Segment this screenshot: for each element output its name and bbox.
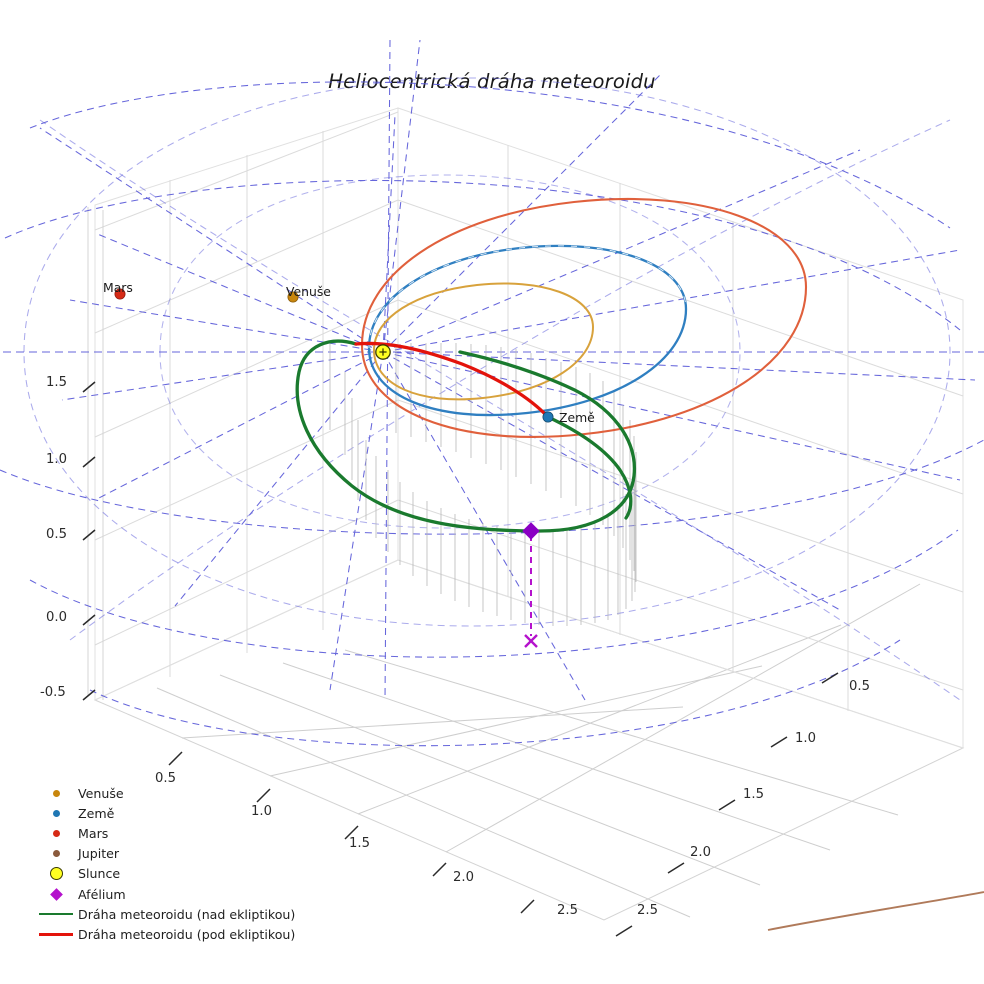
z-tick-1: 1.0 bbox=[46, 452, 67, 467]
x-tick-4: 2.5 bbox=[557, 903, 578, 918]
sun-circle-marker-icon bbox=[34, 867, 78, 881]
x-tick-1: 1.0 bbox=[251, 804, 272, 819]
mars-orbit bbox=[360, 198, 808, 438]
legend-item[interactable]: Venuše bbox=[34, 783, 295, 803]
legend-item[interactable]: Dráha meteoroidu (nad ekliptikou) bbox=[34, 904, 295, 924]
legend-item[interactable]: Dráha meteoroidu (pod ekliptikou) bbox=[34, 924, 295, 944]
x-tick-2: 1.5 bbox=[349, 836, 370, 851]
legend-item[interactable]: Jupiter bbox=[34, 844, 295, 864]
y-tick-1: 1.0 bbox=[795, 731, 816, 746]
earth-label: Země bbox=[559, 410, 595, 425]
jupiter-orbit bbox=[767, 891, 984, 931]
legend-item[interactable]: Mars bbox=[34, 823, 295, 843]
circle-marker-icon bbox=[34, 850, 78, 858]
legend: Venuše Země Mars Jupiter Slunce Afélium Dráha … bbox=[34, 783, 295, 945]
meteoroid-orbit-above-ecliptic-2 bbox=[546, 415, 633, 520]
y-tick-2: 1.5 bbox=[743, 787, 764, 802]
legend-item[interactable]: Slunce bbox=[34, 864, 295, 884]
venus-label: Venuše bbox=[286, 284, 331, 299]
legend-item[interactable]: Afélium bbox=[34, 884, 295, 904]
y-tick-3: 2.0 bbox=[690, 845, 711, 860]
legend-item-label: Dráha meteoroidu (nad ekliptikou) bbox=[78, 906, 296, 922]
legend-item[interactable]: Země bbox=[34, 803, 295, 823]
mars-label: Mars bbox=[103, 280, 133, 295]
circle-marker-icon bbox=[34, 829, 78, 837]
x-tick-0: 0.5 bbox=[155, 771, 176, 786]
legend-item-label: Mars bbox=[78, 825, 109, 841]
diamond-marker-icon bbox=[34, 887, 78, 901]
line-swatch-icon bbox=[34, 913, 78, 916]
legend-item-label: Jupiter bbox=[78, 846, 120, 862]
legend-item-label: Venuše bbox=[78, 785, 124, 801]
aphelion-projection-x-marker bbox=[524, 634, 538, 648]
sun-marker bbox=[375, 344, 391, 360]
venus-marker bbox=[287, 291, 299, 303]
legend-item-label: Afélium bbox=[78, 886, 126, 902]
line-swatch-icon bbox=[34, 933, 78, 936]
aphelion-diamond-marker bbox=[522, 522, 540, 540]
meteoroid-orbit-below-ecliptic bbox=[354, 341, 550, 419]
y-tick-4: 2.5 bbox=[637, 903, 658, 918]
x-tick-3: 2.0 bbox=[453, 870, 474, 885]
meteoroid-orbit-above-ecliptic bbox=[295, 339, 637, 533]
z-tick-3: 0.0 bbox=[46, 610, 67, 625]
z-tick-0: 1.5 bbox=[46, 375, 67, 390]
circle-marker-icon bbox=[34, 789, 78, 797]
z-tick-2: 0.5 bbox=[46, 527, 67, 542]
circle-marker-icon bbox=[34, 809, 78, 817]
mars-marker bbox=[114, 288, 126, 300]
earth-orbit-dash bbox=[368, 245, 687, 349]
z-tick-4: -0.5 bbox=[40, 685, 66, 700]
page-title: Heliocentrická dráha meteoroidu bbox=[328, 70, 656, 93]
y-tick-0: 0.5 bbox=[849, 679, 870, 694]
venus-orbit bbox=[372, 282, 595, 401]
legend-item-label: Dráha meteoroidu (pod ekliptikou) bbox=[78, 926, 296, 942]
legend-item-label: Slunce bbox=[78, 866, 121, 882]
earth-marker bbox=[542, 411, 554, 423]
legend-item-label: Země bbox=[78, 805, 115, 821]
